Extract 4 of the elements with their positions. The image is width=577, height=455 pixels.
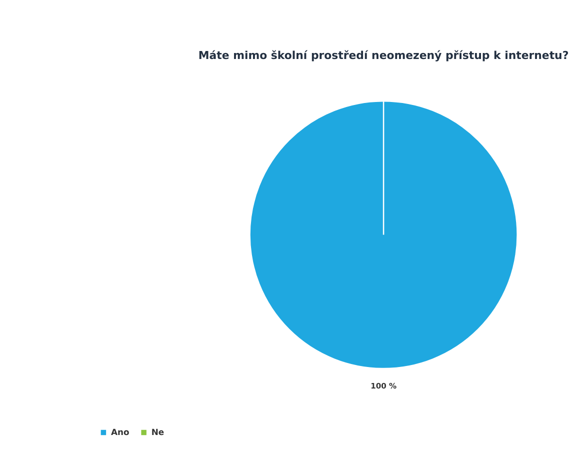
data-label: 100 % — [370, 382, 397, 391]
legend-label: Ne — [151, 427, 164, 438]
legend-label: Ano — [111, 427, 130, 438]
chart-title: Máte mimo školní prostředí neomezený přístup k internetu? — [198, 49, 569, 62]
